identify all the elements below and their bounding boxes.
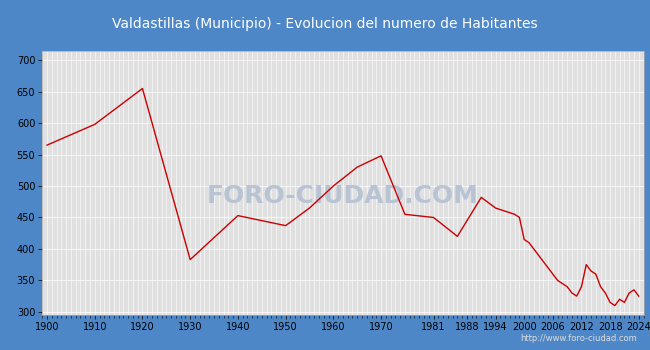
Text: FORO-CIUDAD.COM: FORO-CIUDAD.COM (207, 184, 479, 208)
Text: Valdastillas (Municipio) - Evolucion del numero de Habitantes: Valdastillas (Municipio) - Evolucion del… (112, 16, 538, 31)
Text: http://www.foro-ciudad.com: http://www.foro-ciudad.com (520, 334, 637, 343)
